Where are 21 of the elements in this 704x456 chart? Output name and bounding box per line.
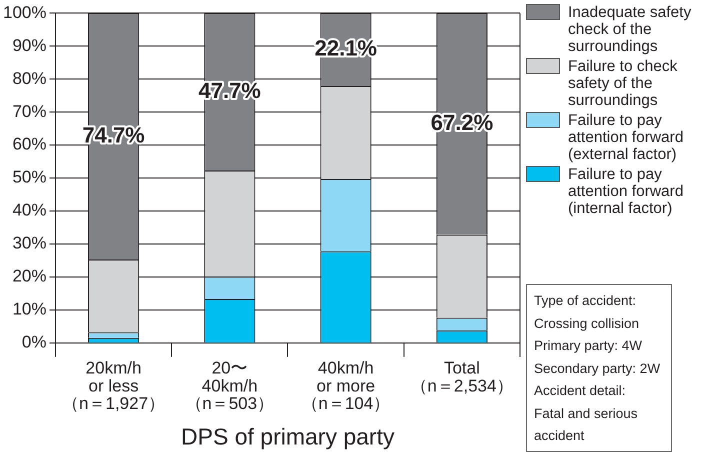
y-tick-label: 50% bbox=[12, 168, 46, 187]
legend-label: Failure to pay attention forward (internal factor) bbox=[568, 166, 684, 217]
y-tick-label: 10% bbox=[12, 300, 46, 319]
x-tick-label: 20〜 40km/h （n＝503） bbox=[185, 358, 274, 414]
y-tick-label: 60% bbox=[12, 134, 46, 154]
legend-label: Failure to pay attention forward (external factor) bbox=[568, 112, 684, 163]
x-axis-title: DPS of primary party bbox=[181, 424, 395, 450]
x-tick-label: Total （n＝2,534） bbox=[410, 358, 514, 396]
legend-label: Failure to check safety of the surroundings bbox=[568, 58, 678, 109]
y-tick-label: 20% bbox=[12, 266, 46, 286]
y-tick-label: 90% bbox=[12, 36, 46, 55]
y-tick-label: 100% bbox=[2, 2, 46, 22]
y-tick-label: 40% bbox=[12, 200, 46, 220]
y-tick-label: 70% bbox=[12, 102, 46, 121]
x-tick-label: 40km/h or more （n＝104） bbox=[301, 358, 390, 414]
x-tick-label: 20km/h or less （n＝1,927） bbox=[62, 358, 166, 414]
y-tick-label: 0% bbox=[22, 332, 46, 352]
text: Type of accident: Crossing collision Primary party: 4W Secondary party: 2W Accident detail: Fatal and serious accident bbox=[526, 284, 672, 452]
y-tick-label: 30% bbox=[12, 234, 46, 253]
legend-label: Inadequate safety check of the surroundings bbox=[568, 4, 692, 55]
y-tick-label: 80% bbox=[12, 68, 46, 88]
